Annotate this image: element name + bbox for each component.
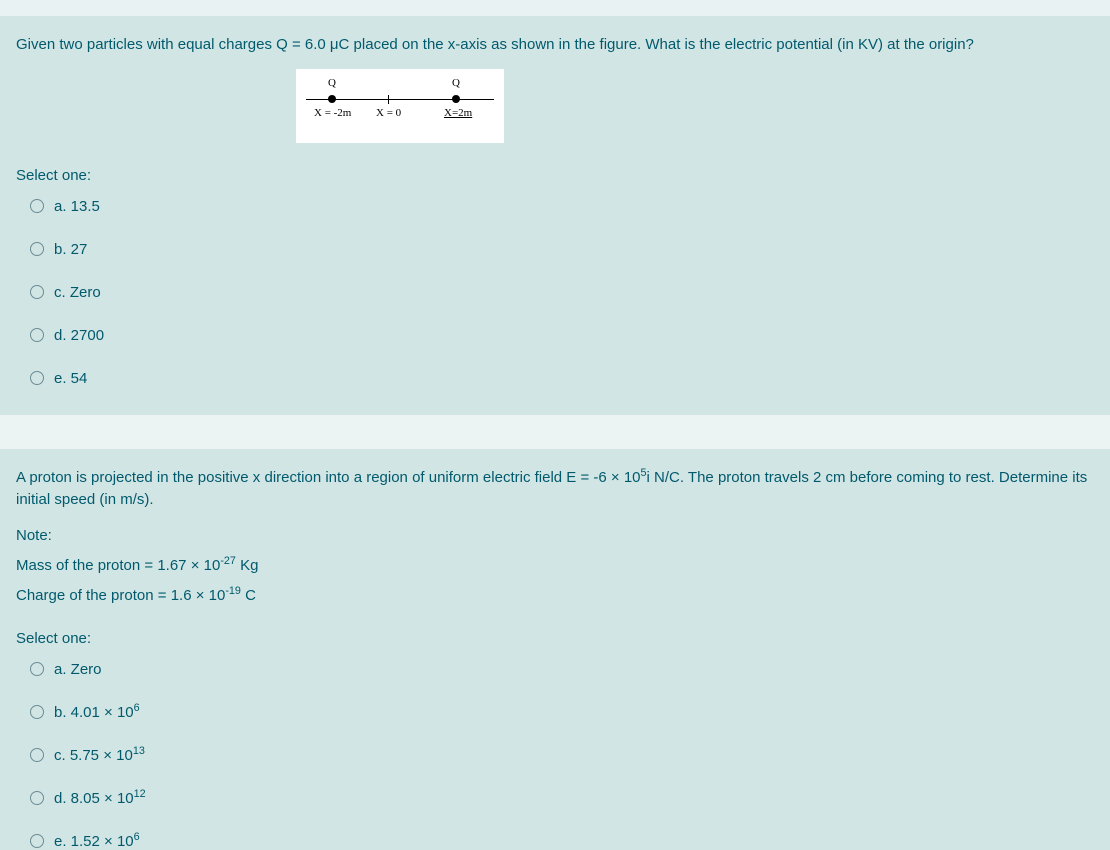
option-label: e. 54 [54, 370, 87, 387]
q1-option-b[interactable]: b. 27 [30, 241, 1094, 258]
charge-dot-left [328, 95, 336, 103]
option-label: b. 27 [54, 241, 87, 258]
option-label: d. 2700 [54, 327, 104, 344]
pos-right: X=2m [444, 107, 472, 119]
radio-icon [30, 748, 44, 762]
option-label: b. 4.01 × 106 [54, 704, 140, 721]
option-label: e. 1.52 × 106 [54, 833, 140, 850]
between-gap [0, 415, 1110, 449]
option-label: c. 5.75 × 1013 [54, 747, 145, 764]
q2-mass-line: Mass of the proton = 1.67 × 10-27 Kg [16, 554, 1094, 578]
q2-option-b[interactable]: b. 4.01 × 106 [30, 704, 1094, 721]
origin-tick [388, 95, 389, 104]
q1-option-d[interactable]: d. 2700 [30, 327, 1094, 344]
q2-option-a[interactable]: a. Zero [30, 661, 1094, 678]
option-label: a. 13.5 [54, 198, 100, 215]
q1-option-e[interactable]: e. 54 [30, 370, 1094, 387]
radio-icon [30, 662, 44, 676]
option-label: d. 8.05 × 1012 [54, 790, 146, 807]
radio-icon [30, 199, 44, 213]
charge-label-left: Q [328, 77, 336, 89]
q1-select-label: Select one: [16, 167, 1094, 184]
q2-option-e[interactable]: e. 1.52 × 106 [30, 833, 1094, 850]
q1-figure: Q X = -2m X = 0 Q X=2m [296, 69, 504, 143]
q1-option-c[interactable]: c. Zero [30, 284, 1094, 301]
question-2: A proton is projected in the positive x … [0, 449, 1110, 850]
q2-select-label: Select one: [16, 630, 1094, 647]
q2-note-label: Note: [16, 524, 1094, 548]
q1-prompt: Given two particles with equal charges Q… [16, 34, 1094, 57]
option-label: a. Zero [54, 661, 102, 678]
radio-icon [30, 791, 44, 805]
pos-left: X = -2m [314, 107, 351, 119]
radio-icon [30, 834, 44, 848]
q2-charge-line: Charge of the proton = 1.6 × 10-19 C [16, 584, 1094, 608]
radio-icon [30, 285, 44, 299]
q2-prompt: A proton is projected in the positive x … [16, 467, 1094, 512]
question-1: Given two particles with equal charges Q… [0, 16, 1110, 415]
radio-icon [30, 371, 44, 385]
radio-icon [30, 328, 44, 342]
charge-label-right: Q [452, 77, 460, 89]
top-gap [0, 0, 1110, 16]
q1-option-a[interactable]: a. 13.5 [30, 198, 1094, 215]
option-label: c. Zero [54, 284, 101, 301]
pos-mid: X = 0 [376, 107, 401, 119]
q2-options: a. Zero b. 4.01 × 106 c. 5.75 × 1013 d. … [16, 661, 1094, 850]
radio-icon [30, 705, 44, 719]
charge-dot-right [452, 95, 460, 103]
q1-options: a. 13.5 b. 27 c. Zero d. 2700 e. 54 [16, 198, 1094, 387]
q1-figure-wrap: Q X = -2m X = 0 Q X=2m [296, 69, 1094, 143]
q2-option-c[interactable]: c. 5.75 × 1013 [30, 747, 1094, 764]
radio-icon [30, 242, 44, 256]
q2-option-d[interactable]: d. 8.05 × 1012 [30, 790, 1094, 807]
